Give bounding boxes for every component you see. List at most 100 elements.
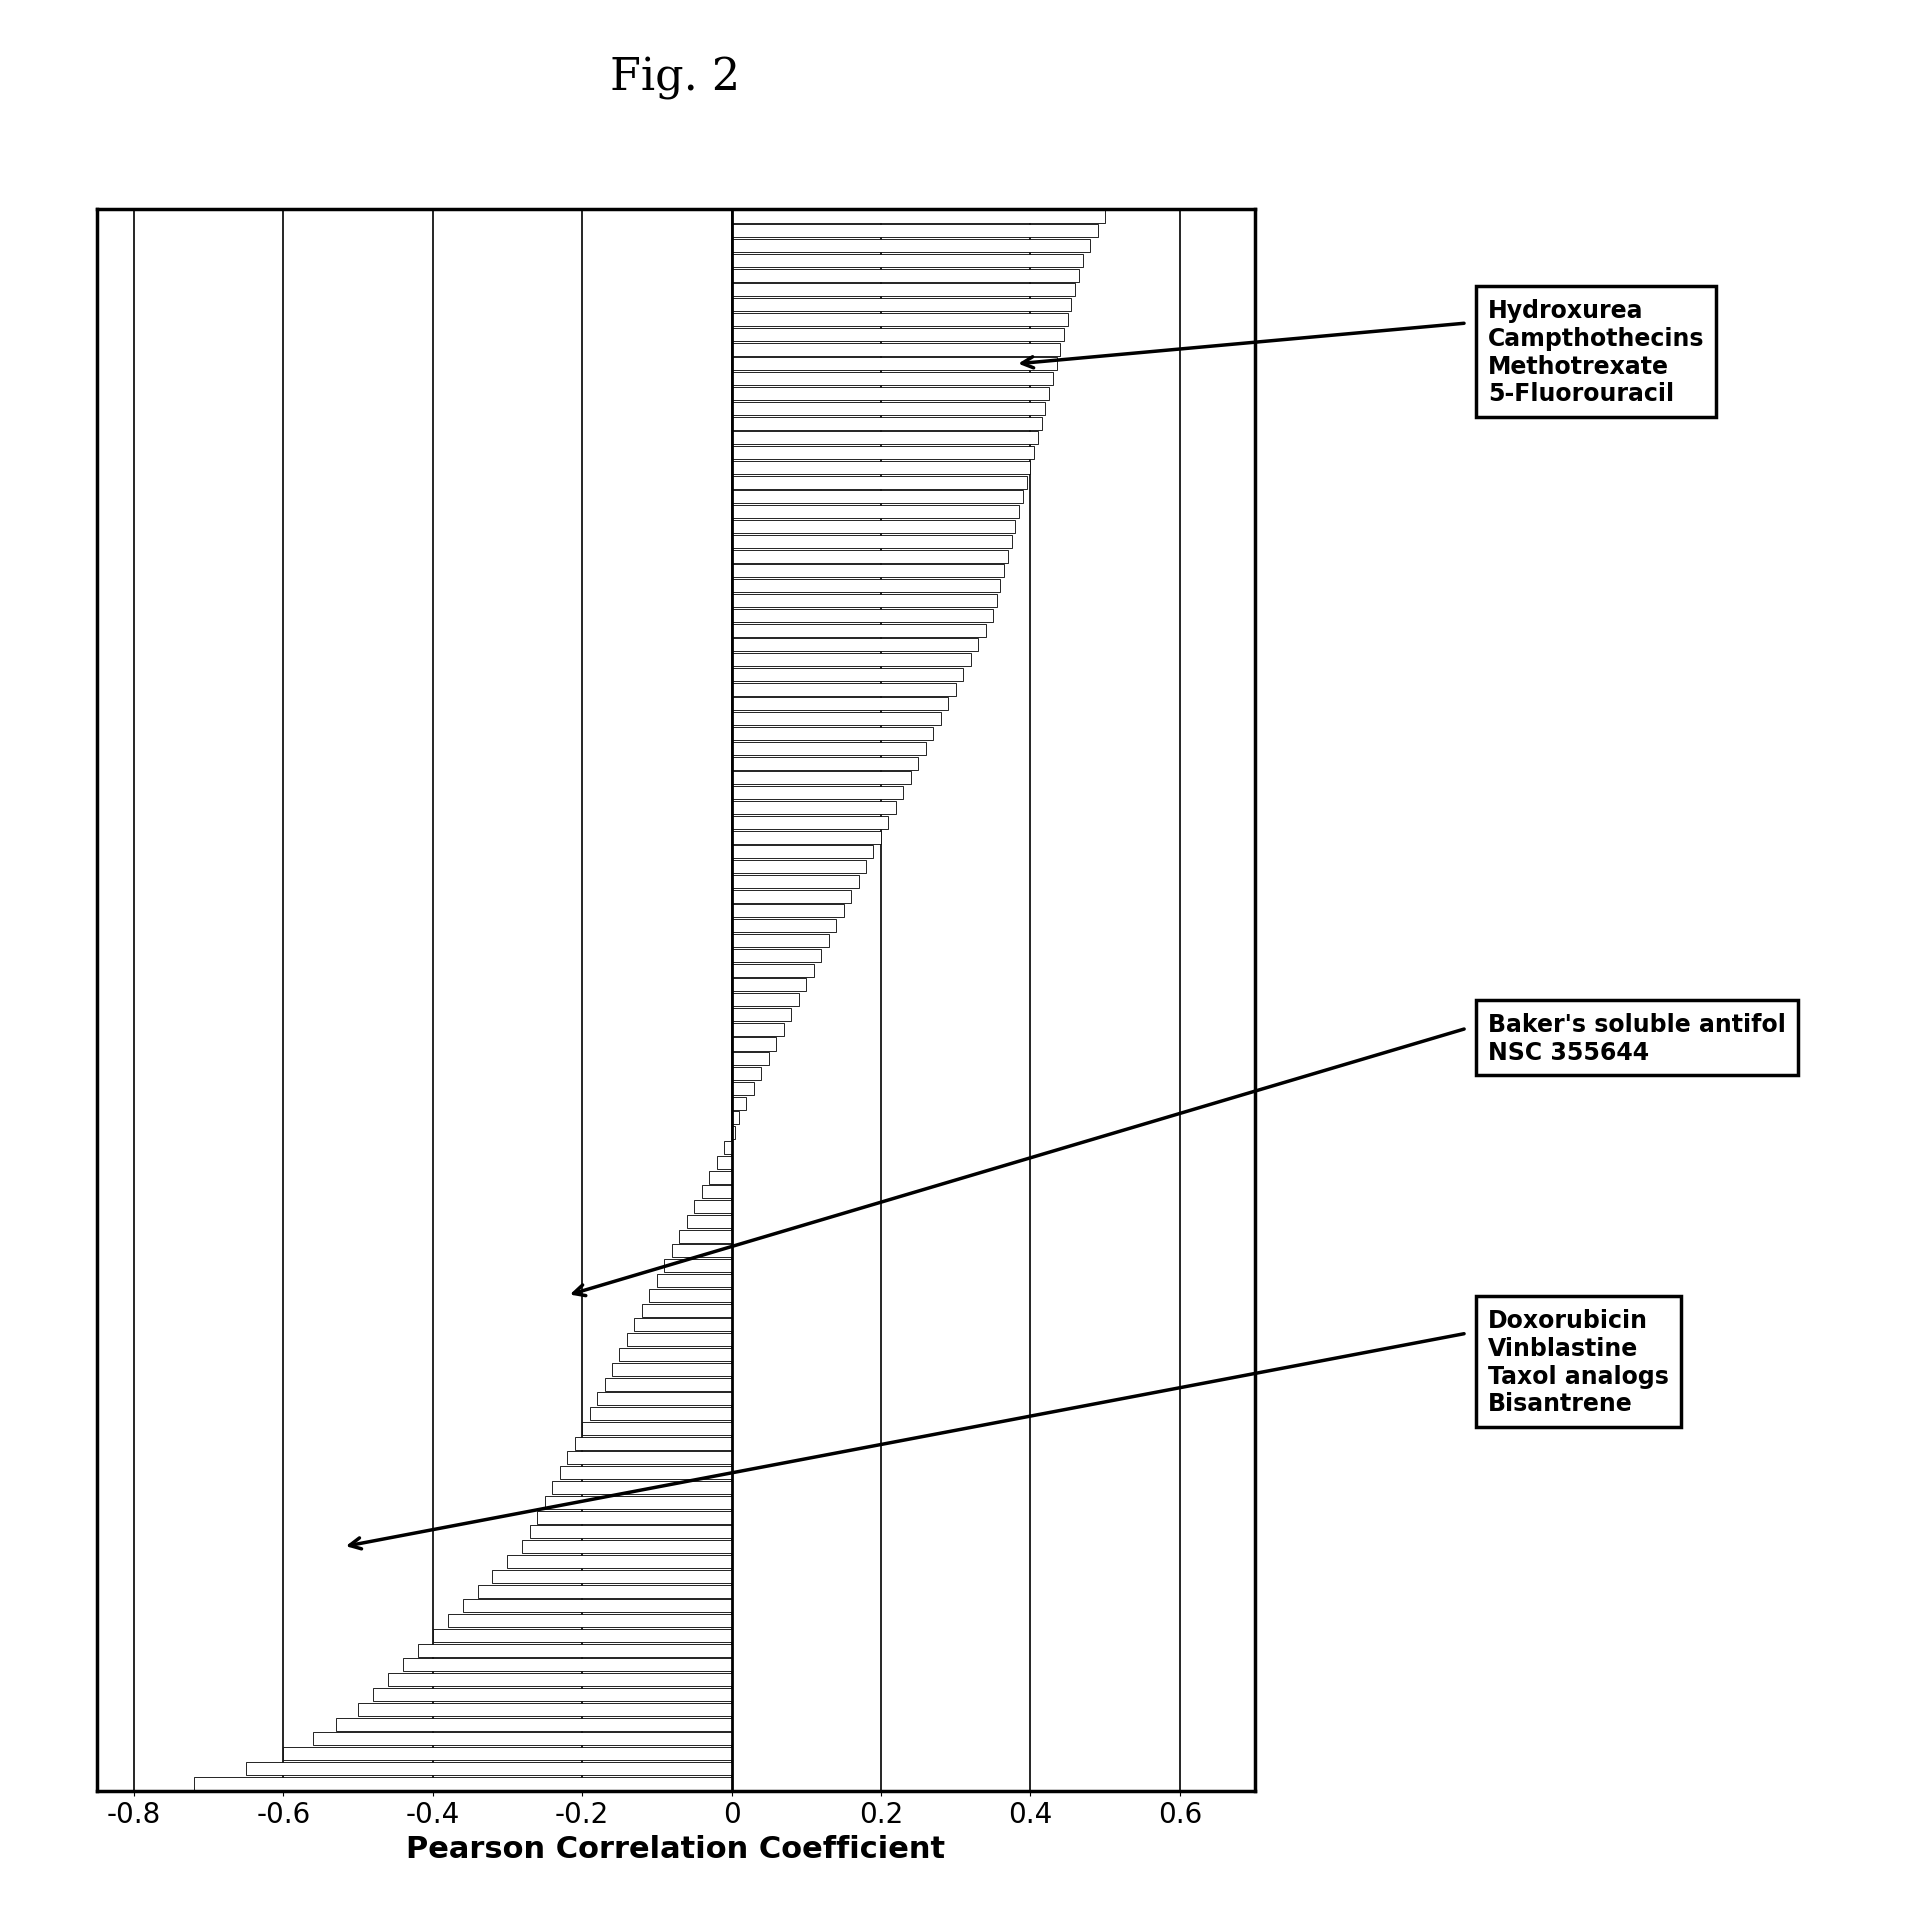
Bar xyxy=(604,1377,731,1391)
Bar xyxy=(448,1614,731,1627)
Bar xyxy=(612,1364,731,1375)
Bar xyxy=(724,1141,731,1154)
Bar xyxy=(731,535,1011,549)
Bar xyxy=(731,964,814,977)
Bar xyxy=(417,1644,731,1657)
Bar xyxy=(403,1659,731,1671)
Text: Baker's soluble antifol
NSC 355644: Baker's soluble antifol NSC 355644 xyxy=(1488,1012,1785,1065)
Bar xyxy=(731,697,948,711)
Bar xyxy=(492,1570,731,1583)
Bar xyxy=(731,389,1050,400)
Bar xyxy=(731,520,1015,533)
Text: Doxorubicin
Vinblastine
Taxol analogs
Bisantrene: Doxorubicin Vinblastine Taxol analogs Bi… xyxy=(1488,1309,1669,1415)
Bar xyxy=(731,905,843,918)
Bar xyxy=(708,1172,731,1183)
Bar xyxy=(731,684,955,697)
Bar xyxy=(731,979,807,993)
Bar xyxy=(731,831,880,844)
Bar xyxy=(731,610,994,623)
Bar xyxy=(672,1244,731,1257)
Bar xyxy=(731,1023,784,1036)
Bar xyxy=(731,802,896,815)
Bar xyxy=(731,284,1075,297)
Bar xyxy=(620,1349,731,1362)
Bar xyxy=(731,225,1098,238)
Bar xyxy=(552,1482,731,1494)
Bar xyxy=(731,994,799,1006)
Bar xyxy=(313,1732,731,1745)
Bar xyxy=(731,1067,762,1080)
Bar xyxy=(695,1200,731,1213)
Bar xyxy=(731,1038,776,1052)
Bar xyxy=(731,358,1056,371)
Bar xyxy=(731,566,1004,577)
Bar xyxy=(477,1585,731,1598)
Bar xyxy=(560,1467,731,1480)
Bar xyxy=(731,1008,791,1021)
Bar xyxy=(731,210,1106,223)
Bar xyxy=(731,432,1038,446)
Bar xyxy=(731,579,1000,592)
Bar xyxy=(731,1053,768,1065)
Bar xyxy=(648,1290,731,1303)
Bar xyxy=(731,669,963,682)
Bar xyxy=(388,1673,731,1686)
Bar xyxy=(731,330,1063,341)
Bar xyxy=(336,1718,731,1732)
Bar xyxy=(731,876,859,888)
Bar xyxy=(357,1703,731,1716)
Bar xyxy=(687,1215,731,1229)
Bar xyxy=(716,1156,731,1170)
Bar xyxy=(731,787,903,800)
Bar xyxy=(731,343,1060,356)
Bar xyxy=(731,861,867,874)
Bar xyxy=(731,712,940,726)
Bar xyxy=(731,846,874,859)
Bar xyxy=(731,314,1067,328)
Bar xyxy=(372,1688,731,1701)
Bar xyxy=(656,1274,731,1288)
Bar xyxy=(245,1762,731,1775)
Bar xyxy=(731,507,1019,518)
Bar xyxy=(544,1495,731,1509)
Bar xyxy=(463,1600,731,1612)
Bar xyxy=(731,491,1023,505)
Bar xyxy=(523,1541,731,1553)
X-axis label: Pearson Correlation Coefficient: Pearson Correlation Coefficient xyxy=(405,1835,946,1863)
Bar xyxy=(731,461,1031,474)
Bar xyxy=(664,1259,731,1273)
Bar xyxy=(643,1303,731,1316)
Bar xyxy=(731,817,888,829)
Bar xyxy=(731,625,986,636)
Bar xyxy=(531,1526,731,1539)
Bar xyxy=(731,240,1090,253)
Text: Fig. 2: Fig. 2 xyxy=(610,57,741,101)
Bar xyxy=(284,1747,731,1760)
Bar xyxy=(731,255,1083,269)
Bar xyxy=(731,890,851,903)
Bar xyxy=(731,935,828,947)
Bar xyxy=(731,756,919,770)
Bar xyxy=(627,1334,731,1347)
Bar xyxy=(731,299,1071,312)
Bar xyxy=(703,1185,731,1198)
Bar xyxy=(679,1231,731,1244)
Bar xyxy=(731,1097,747,1111)
Bar xyxy=(731,269,1079,282)
Bar xyxy=(731,448,1034,459)
Text: Hydroxurea
Campthothecins
Methotrexate
5-Fluorouracil: Hydroxurea Campthothecins Methotrexate 5… xyxy=(1488,299,1704,406)
Bar xyxy=(731,772,911,785)
Bar xyxy=(731,920,836,933)
Bar xyxy=(432,1629,731,1642)
Bar xyxy=(731,476,1027,490)
Bar xyxy=(731,417,1042,431)
Bar xyxy=(589,1408,731,1421)
Bar xyxy=(731,743,926,756)
Bar xyxy=(731,373,1052,387)
Bar xyxy=(731,653,971,667)
Bar xyxy=(635,1318,731,1332)
Bar xyxy=(731,402,1046,415)
Bar xyxy=(731,638,979,652)
Bar xyxy=(731,949,820,962)
Bar xyxy=(508,1554,731,1568)
